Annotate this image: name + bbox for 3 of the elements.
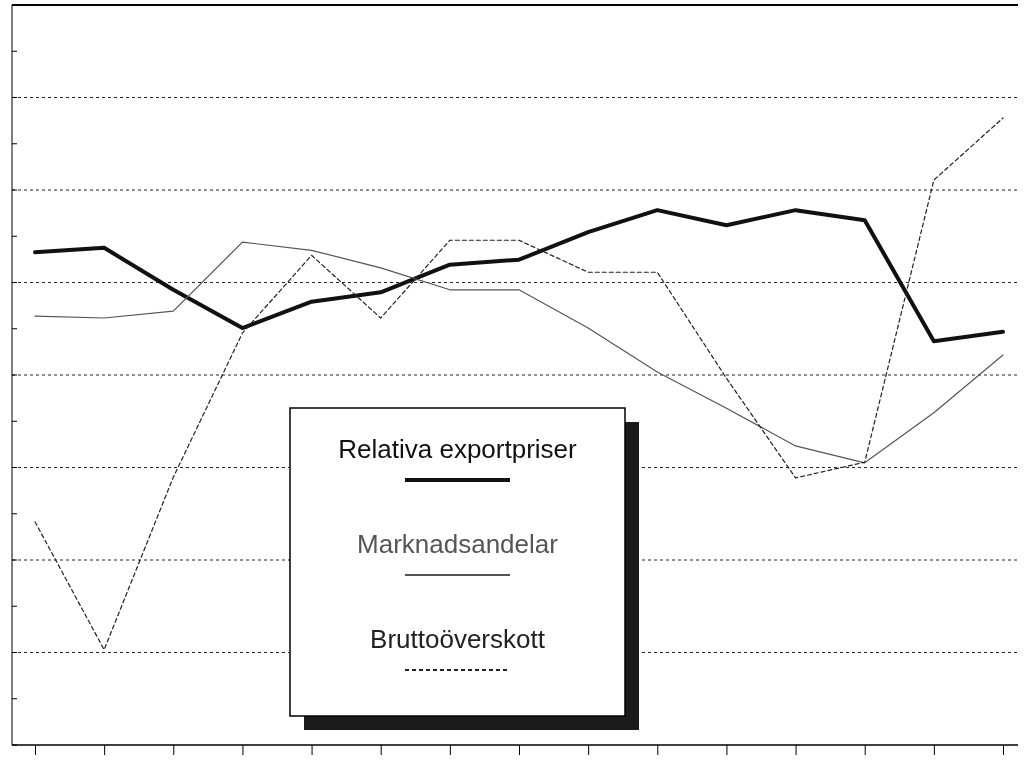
text: Marknadsandelar xyxy=(357,529,559,559)
text: Bruttoöverskott xyxy=(370,624,546,654)
text: Relativa exportpriser xyxy=(338,434,578,464)
